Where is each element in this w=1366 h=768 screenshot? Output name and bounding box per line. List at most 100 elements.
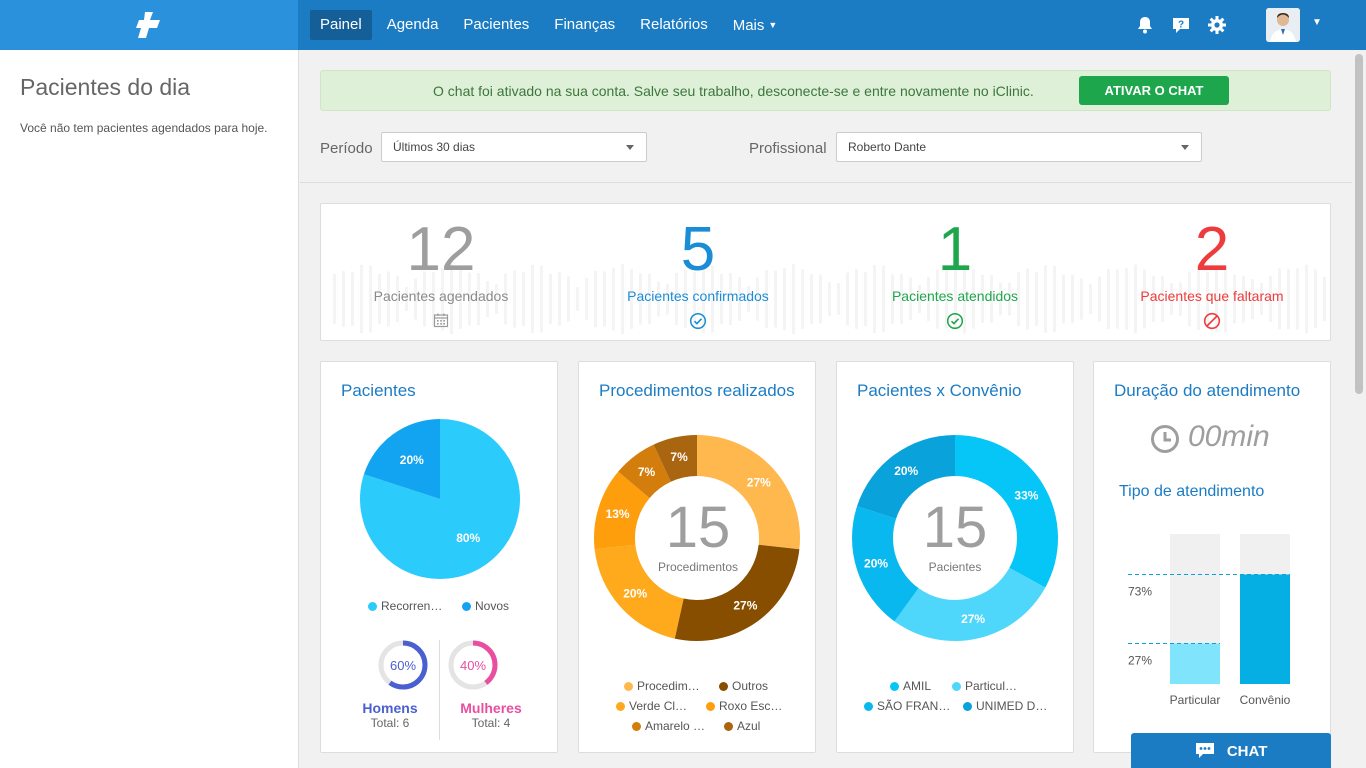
wave-bar [882,265,885,333]
wave-bar [423,271,426,327]
top-navbar: Painel Agenda Pacientes Finanças Relatór… [0,0,1366,50]
legend-item[interactable]: Verde Cl… [616,699,687,713]
professional-label: Profissional [749,140,827,157]
procedures-slice-4[interactable] [618,444,671,499]
procedures-slice-2[interactable] [594,544,684,639]
stat-attended-value: 1 [937,215,973,284]
wave-bar [414,278,417,320]
wave-bar [747,286,750,312]
wave-bar [657,281,660,317]
legend-item[interactable]: Outros [719,679,768,693]
wave-bar [378,273,381,325]
sidebar: Pacientes do dia Você não tem pacientes … [0,50,299,768]
professional-select[interactable]: Roberto Dante [836,132,1202,162]
insurance-slice-0[interactable] [955,435,1058,588]
wave-bar [1305,264,1308,334]
wave-bar [513,270,516,328]
wave-bar [1098,276,1101,322]
nav-agenda[interactable]: Agenda [377,10,449,40]
stat-confirmed-label: Pacientes confirmados [627,288,769,304]
logo-area[interactable] [0,0,298,50]
legend-item[interactable]: Procedim… [624,679,700,693]
insurance-center-value: 15 [922,495,988,560]
wave-bar [594,270,597,328]
legend-item[interactable]: AMIL [890,679,931,693]
bar-particular[interactable] [1170,643,1220,685]
gear-icon[interactable] [1207,15,1227,35]
legend-label: Verde Cl… [629,699,688,713]
wave-bar [585,277,588,321]
help-icon[interactable]: ? [1171,15,1191,35]
patients-slice-1[interactable] [363,419,440,499]
wave-bar [1260,282,1263,316]
chevron-down-icon[interactable]: ▼ [1312,17,1322,28]
legend-dot [616,702,625,711]
wave-bar [1197,267,1200,331]
legend-label: Procedim… [637,679,700,693]
insurance-slice-label: 33% [1014,489,1038,503]
insurance-slice-2[interactable] [852,506,919,622]
insurance-slice-1[interactable] [894,567,1046,641]
bar-convênio[interactable] [1240,574,1290,685]
legend-item[interactable]: UNIMED D… [963,699,1047,713]
legend-item[interactable]: Recorren… [368,599,442,613]
wave-bar [1287,268,1290,330]
wave-background [333,264,1326,334]
wave-bar [999,282,1002,316]
wave-bar [333,274,336,324]
wave-bar [405,287,408,311]
procedures-slice-label: 7% [638,465,656,479]
wave-bar [702,264,705,334]
chat-icon [1195,743,1214,758]
patients-slice-label: 80% [456,531,480,545]
nav-relatorios[interactable]: Relatórios [630,10,718,40]
legend-item[interactable]: Roxo Esc… [706,699,782,713]
wave-bar [1278,268,1281,330]
wave-bar [1314,269,1317,329]
nav-mais[interactable]: Mais ▼ [723,10,788,40]
sidebar-title: Pacientes do dia [20,74,191,100]
wave-bar [828,282,831,316]
wave-bar [738,277,741,321]
nav-pacientes[interactable]: Pacientes [453,10,539,40]
nav-financas[interactable]: Finanças [544,10,625,40]
wave-bar [558,272,561,326]
wave-bar [1296,268,1299,330]
bell-icon[interactable] [1135,15,1155,35]
legend-label: Amarelo … [645,719,706,733]
scrollbar-thumb[interactable] [1355,54,1363,394]
legend-item[interactable]: SÃO FRAN… [864,699,950,713]
men-gauge-label: 60% [390,658,416,673]
legend-dot [632,722,641,731]
insurance-slice-label: 20% [894,464,918,478]
nav-painel[interactable]: Painel [310,10,372,40]
wave-bar [1134,264,1137,334]
avatar[interactable] [1266,8,1300,42]
legend-item[interactable]: Novos [462,599,509,613]
legend-item[interactable]: Azul [724,719,760,733]
legend-item[interactable]: Amarelo … [632,719,705,733]
procedures-slice-1[interactable] [674,544,800,641]
procedures-slice-0[interactable] [697,435,800,550]
wave-bar [648,273,651,325]
procedures-slice-5[interactable] [653,435,697,482]
wave-bar [396,275,399,323]
scrollbar[interactable] [1352,50,1366,768]
legend-item[interactable]: Particul… [952,679,1017,693]
nav-relatorios-label: Relatórios [640,16,708,33]
period-select[interactable]: Últimos 30 dias [381,132,647,162]
wave-bar [1143,269,1146,329]
chat-button[interactable]: CHAT [1131,733,1331,768]
iclinic-logo-icon[interactable] [136,10,164,40]
legend-dot [706,702,715,711]
doctor-avatar-icon [1266,8,1300,42]
legend-dot [724,722,733,731]
wave-bar [720,274,723,324]
activate-chat-button[interactable]: ATIVAR O CHAT [1079,76,1229,105]
legend-dot [624,682,633,691]
women-total: Total: 4 [471,716,511,730]
wave-bar [756,277,759,321]
period-select-value: Últimos 30 dias [393,140,476,154]
insurance-slice-3[interactable] [857,435,955,519]
procedures-slice-3[interactable] [594,471,650,550]
